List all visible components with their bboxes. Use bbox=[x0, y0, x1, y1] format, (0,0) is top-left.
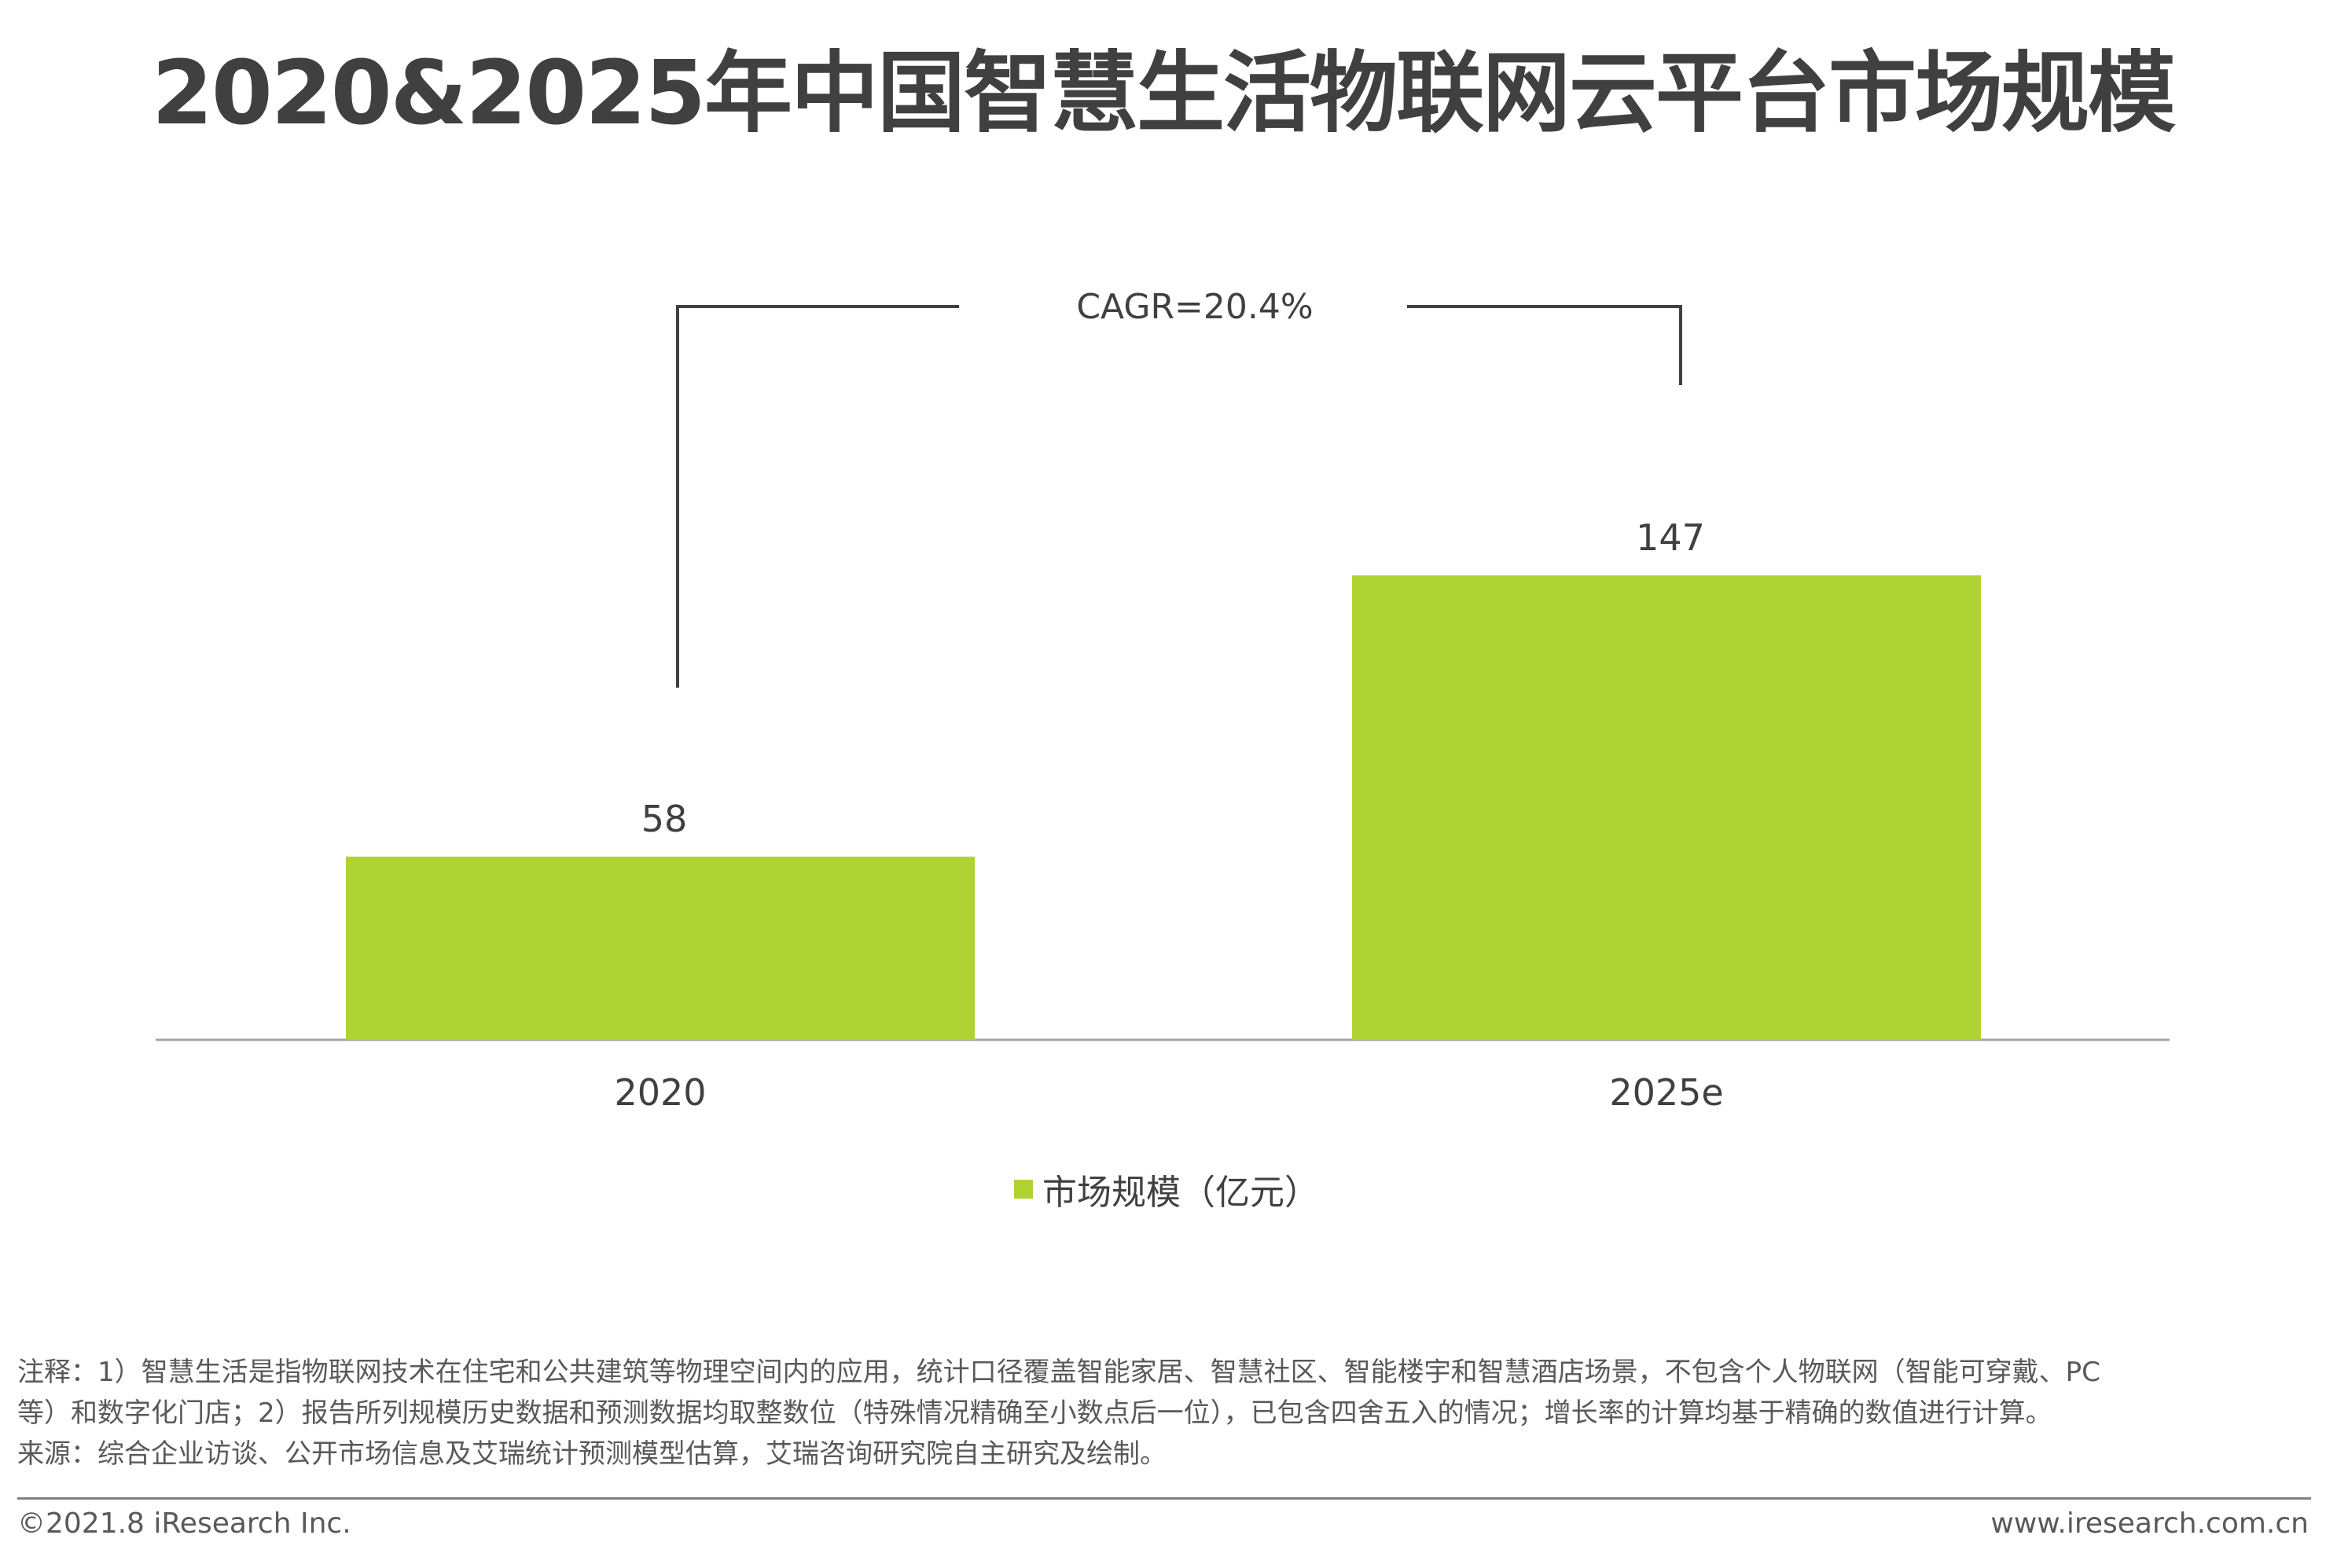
bar-2020 bbox=[346, 856, 975, 1040]
source-line: 来源：综合企业访谈、公开市场信息及艾瑞统计预测模型估算，艾瑞咨询研究院自主研究及… bbox=[17, 1438, 1167, 1470]
cagr-annotation: CAGR=20.4% bbox=[1076, 287, 1313, 327]
chart-title: 2020&2025年中国智慧生活物联网云平台市场规模 bbox=[151, 42, 2176, 145]
data-label-2020: 58 bbox=[641, 798, 688, 840]
x-tick-label-2025e: 2025e bbox=[1609, 1071, 1723, 1114]
data-label-2025e: 147 bbox=[1636, 516, 1705, 559]
legend-label: 市场规模（亿元） bbox=[1042, 1173, 1319, 1213]
x-tick-label-2020: 2020 bbox=[614, 1071, 706, 1114]
note-line-1: 注释：1）智慧生活是指物联网技术在住宅和公共建筑等物理空间内的应用，统计口径覆盖… bbox=[17, 1357, 2100, 1388]
cagr-bracket-right bbox=[1407, 305, 1682, 385]
website-link[interactable]: www.iresearch.com.cn bbox=[1990, 1507, 2309, 1540]
footnotes: 注释：1）智慧生活是指物联网技术在住宅和公共建筑等物理空间内的应用，统计口径覆盖… bbox=[17, 1352, 2313, 1474]
bar-2025e bbox=[1352, 575, 1981, 1040]
legend-swatch bbox=[1014, 1180, 1033, 1199]
cagr-bracket-left bbox=[676, 305, 959, 688]
copyright: ©2021.8 iResearch Inc. bbox=[17, 1507, 351, 1540]
legend: 市场规模（亿元） bbox=[1014, 1162, 1319, 1217]
footer-divider bbox=[17, 1497, 2311, 1500]
note-line-2: 等）和数字化门店；2）报告所列规模历史数据和预测数据均取整数位（特殊情况精确至小… bbox=[17, 1397, 2052, 1429]
